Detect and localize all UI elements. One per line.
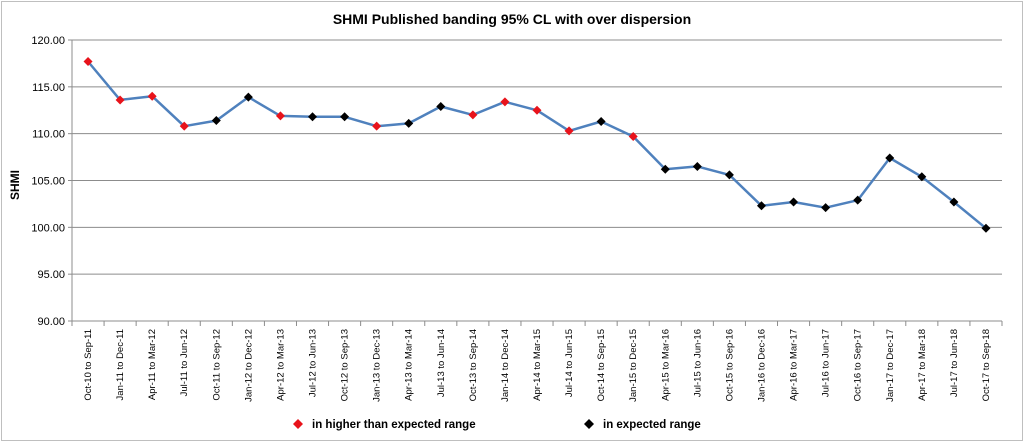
legend-marker-expected [584,419,594,429]
gridlines [68,39,1003,326]
data-point-marker [211,116,221,126]
x-tick-label: Apr-12 to Mar-13 [275,329,286,401]
x-tick-label: Jul-15 to Jun-16 [692,329,703,397]
x-tick-label: Oct-14 to Sep-15 [596,329,607,401]
data-point-marker [532,105,542,115]
data-point-marker [147,91,157,101]
y-tick-label: 110.00 [32,129,65,141]
y-tick-label: 120.00 [31,35,65,47]
data-point-marker [789,197,799,207]
x-tick-label: Apr-17 to Mar-18 [917,329,928,401]
x-tick-label: Oct-12 to Sep-13 [340,329,351,401]
legend: in higher than expected range in expected… [293,419,701,431]
y-tick-label: 90.00 [37,316,65,328]
x-tick-label: Jan-12 to Dec-12 [243,329,254,402]
data-point-marker [564,126,574,136]
data-point-marker [340,112,350,122]
data-point-marker [981,223,991,233]
x-tick-label: Jul-16 to Jun-17 [821,329,832,397]
data-point-marker [821,203,831,213]
x-tick-labels: Oct-10 to Sep-11 Jan-11 to Dec-11 Apr-11 t… [83,329,992,402]
x-tick-label: Jul-14 to Jun-15 [564,329,575,397]
x-tick-label: Jul-13 to Jun-14 [436,329,447,397]
x-tick-label: Apr-14 to Mar-15 [532,329,543,401]
x-tick-label: Jan-11 to Dec-11 [115,329,126,400]
x-tick-label: Jul-11 to Jun-12 [179,329,190,396]
x-tick-label: Oct-15 to Sep-16 [724,329,735,401]
legend-label-higher: in higher than expected range [312,419,476,431]
data-point-marker [692,161,702,171]
legend-marker-higher [293,419,303,429]
x-tick-label: Jan-13 to Dec-13 [372,329,383,402]
x-tick-label: Jul-17 to Jun-18 [949,329,960,397]
data-point-marker [179,121,189,131]
y-tick-label: 115.00 [32,82,65,94]
x-tick-label: Jan-17 to Dec-17 [885,329,896,402]
x-tick-label: Oct-16 to Sep-17 [853,329,864,401]
data-point-marker [885,153,895,163]
data-point-marker [372,121,382,131]
legend-label-expected: in expected range [603,419,701,431]
data-point-marker [115,95,125,105]
data-point-marker [243,92,253,102]
y-tick-label: 95.00 [37,269,65,281]
x-tick-label: Oct-17 to Sep-18 [981,329,992,401]
x-tick-label: Jan-15 to Dec-15 [628,329,639,402]
x-tick-label: Jan-14 to Dec-14 [500,329,511,402]
x-tick-label: Jul-12 to Jun-13 [308,329,319,397]
data-point-marker [275,111,285,121]
x-tick-label: Apr-15 to Mar-16 [660,329,671,401]
data-point-marker [308,112,318,122]
data-point-marker [628,131,638,141]
data-point-marker [853,195,863,205]
y-tick-label: 100.00 [31,222,65,234]
x-tick-label: Oct-13 to Sep-14 [468,329,479,401]
data-markers [83,57,991,233]
data-point-marker [724,170,734,180]
data-point-marker [500,97,510,107]
y-tick-label: 105.00 [31,176,65,188]
x-tick-label: Apr-13 to Mar-14 [404,329,415,401]
data-point-marker [949,197,959,207]
y-axis-label: SHMI [8,170,22,200]
data-point-marker [756,201,766,211]
data-point-marker [404,118,414,128]
y-tick-labels: 90.00 95.00 100.00 105.00 110.00 115.00 120.00 [31,35,65,328]
data-point-marker [83,57,93,67]
data-point-marker [468,110,478,120]
x-tick-label: Oct-10 to Sep-11 [83,329,94,401]
x-tick-label: Jan-16 to Dec-16 [756,329,767,402]
x-tick-label: Oct-11 to Sep-12 [211,329,222,401]
chart-title: SHMI Published banding 95% CL with over … [333,11,691,27]
data-point-marker [436,102,446,112]
x-tick-label: Apr-16 to Mar-17 [789,329,800,401]
data-point-marker [660,164,670,174]
data-point-marker [917,172,927,182]
x-tick-label: Apr-11 to Mar-12 [147,329,158,400]
data-point-marker [596,116,606,126]
